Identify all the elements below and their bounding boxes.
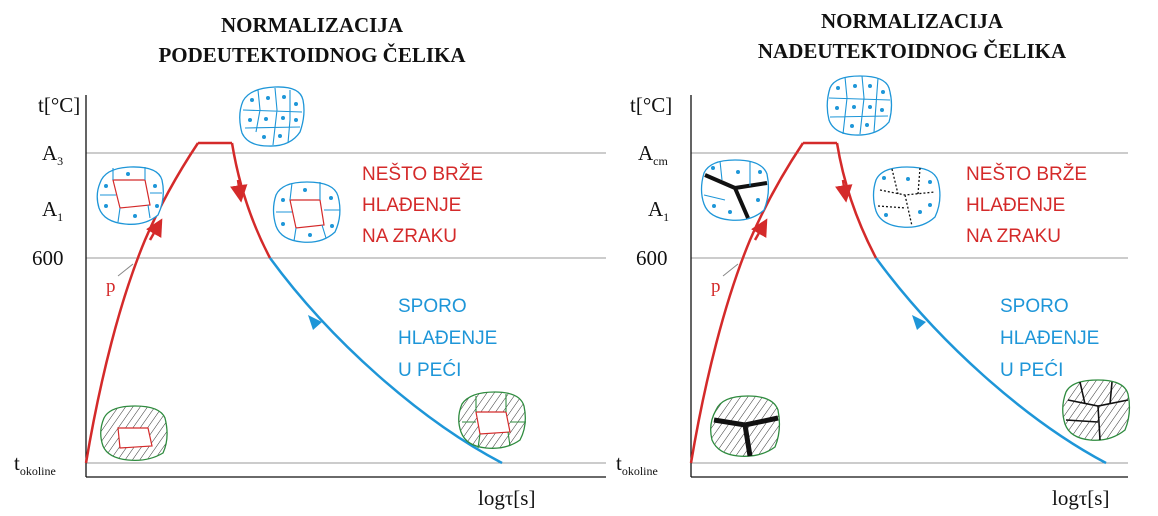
right-slow-line3: U PEĆI	[1000, 359, 1063, 381]
right-slow-line2: HLAĐENJE	[1000, 328, 1099, 349]
left-slow-line1: SPORO	[398, 296, 467, 317]
left-slow-line3: U PEĆI	[398, 359, 461, 381]
right-heating-arrow	[751, 218, 768, 241]
right-austenite-cementite-grain-cooling	[872, 166, 941, 228]
left-heating-arrow	[146, 218, 163, 241]
right-title-line2: NADEUTEKTOIDNOG ČELIKA	[758, 39, 1067, 63]
left-air-cooling-curve	[230, 142, 272, 259]
left-point-label: p	[106, 276, 116, 297]
left-austenite-grain-top	[239, 86, 305, 147]
left-ferrite-austenite-grain-heating	[96, 166, 164, 225]
right-y-axis-label: t[°C]	[630, 93, 672, 117]
left-ferrite-pearlite-grain-furnace	[458, 391, 526, 449]
right-furnace-arrow	[912, 315, 926, 330]
right-air-cooling-curve	[835, 142, 878, 259]
left-y-axis-label: t[°C]	[38, 93, 80, 117]
right-panel: NORMALIZACIJA NADEUTEKTOIDNOG ČELIKA t[°…	[616, 9, 1131, 510]
left-fast-line1: NEŠTO BRŽE	[362, 163, 483, 185]
left-furnace-cooling-curve	[268, 257, 503, 465]
right-point-leader	[722, 263, 739, 277]
right-point-label: p	[711, 276, 721, 297]
right-level-ambient: tokoline	[616, 451, 658, 478]
left-title-line2: PODEUTEKTOIDNOG ČELIKA	[158, 43, 466, 67]
left-heating-curve	[84, 142, 200, 464]
left-fast-line2: HLAĐENJE	[362, 195, 461, 216]
left-panel: NORMALIZACIJA PODEUTEKTOIDNOG ČELIKA t[°…	[14, 13, 606, 510]
left-slow-line2: HLAĐENJE	[398, 328, 497, 349]
right-slow-line1: SPORO	[1000, 296, 1069, 317]
right-austenite-grain-top	[826, 75, 893, 136]
left-fast-line3: NA ZRAKU	[362, 226, 457, 247]
right-x-axis-label: logτ[s]	[1052, 486, 1109, 510]
left-furnace-arrow	[308, 315, 322, 330]
left-air-cooling-arrow	[230, 179, 248, 203]
right-fast-line3: NA ZRAKU	[966, 226, 1061, 247]
right-heating-curve	[689, 142, 805, 464]
right-furnace-cooling-curve	[874, 257, 1107, 465]
left-point-leader	[117, 263, 134, 277]
right-title-line1: NORMALIZACIJA	[821, 9, 1004, 33]
left-title-line1: NORMALIZACIJA	[221, 13, 404, 37]
left-x-axis-label: logτ[s]	[478, 486, 535, 510]
right-pearlite-cementite-grain-room	[710, 395, 781, 457]
right-pearlite-cementite-grain-furnace	[1062, 379, 1131, 441]
right-level-acm: Acm	[638, 141, 668, 168]
left-level-ambient: tokoline	[14, 451, 56, 478]
left-level-600: 600	[32, 246, 64, 270]
left-ferrite-pearlite-grain-room	[100, 405, 168, 461]
left-ferrite-austenite-grain-cooling	[272, 181, 341, 243]
right-fast-line1: NEŠTO BRŽE	[966, 163, 1087, 185]
right-level-600: 600	[636, 246, 668, 270]
left-level-a1: A1	[42, 197, 63, 224]
right-air-cooling-arrow	[835, 179, 853, 203]
left-level-a3: A3	[42, 141, 63, 168]
right-austenite-cementite-grain-heating	[700, 159, 770, 221]
right-level-a1: A1	[648, 197, 669, 224]
right-fast-line2: HLAĐENJE	[966, 195, 1065, 216]
